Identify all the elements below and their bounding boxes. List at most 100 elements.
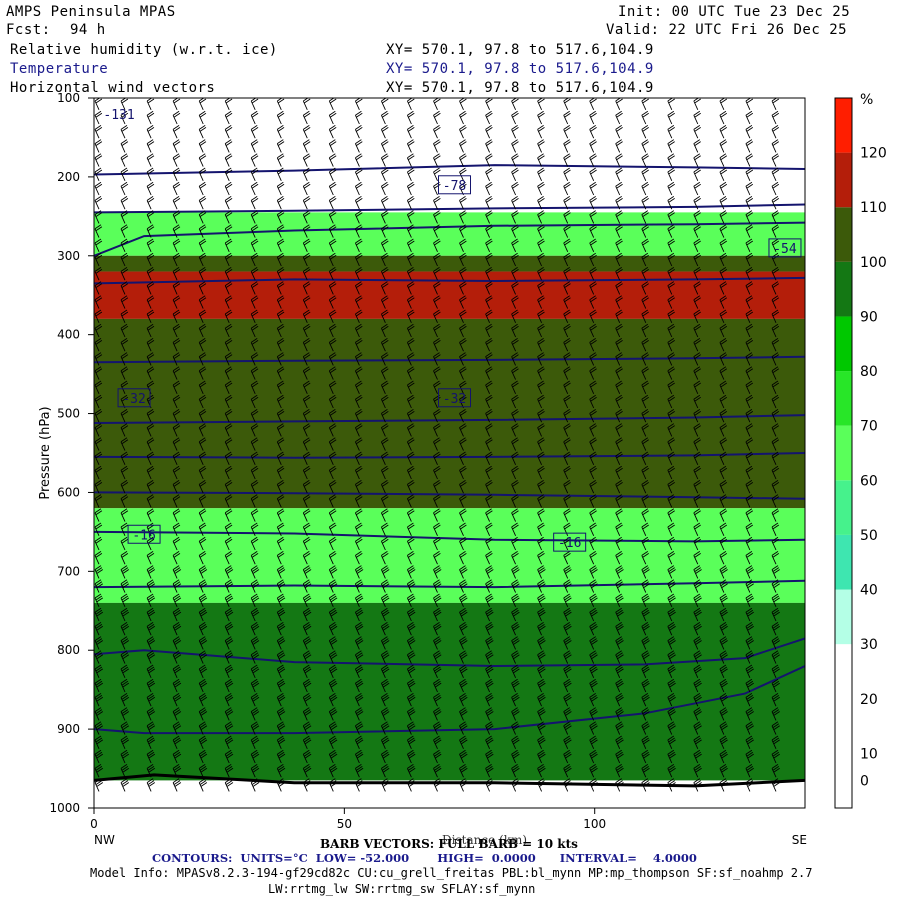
wind-barb-584 bbox=[537, 394, 545, 409]
wind-barb-831 bbox=[641, 522, 649, 536]
wind-barb-98 bbox=[537, 139, 545, 153]
wind-barb-1251 bbox=[328, 749, 338, 764]
wind-barb-1133 bbox=[771, 678, 780, 693]
wind-barb-1118 bbox=[380, 678, 390, 693]
wind-barb-226 bbox=[354, 210, 363, 224]
wind-barb-935 bbox=[537, 579, 546, 593]
plot-frame bbox=[93, 97, 806, 809]
wind-barb-585 bbox=[563, 394, 571, 409]
rh-band-6 bbox=[94, 602, 805, 781]
wind-barb-25 bbox=[745, 98, 754, 110]
wind-barb-1198 bbox=[354, 721, 364, 735]
wind-barb-1126 bbox=[589, 678, 598, 693]
wind-barb-147 bbox=[406, 167, 415, 181]
wind-barb-1079 bbox=[771, 650, 780, 664]
wind-barb-554 bbox=[459, 380, 467, 394]
wind-barb-814 bbox=[198, 522, 207, 536]
wind-barb-131 bbox=[693, 153, 701, 167]
x-tick-label-2: 100 bbox=[583, 817, 606, 831]
wind-barb-983 bbox=[380, 607, 390, 622]
wind-barb-992 bbox=[615, 607, 624, 622]
wind-barb-853 bbox=[511, 536, 519, 551]
wind-barb-1143 bbox=[328, 693, 338, 707]
wind-barb-807 bbox=[719, 508, 728, 522]
wind-barb-138 bbox=[172, 167, 181, 181]
wind-barb-290 bbox=[615, 238, 623, 252]
wind-barb-1307 bbox=[380, 778, 390, 792]
wind-barb-708 bbox=[250, 465, 259, 480]
wind-barb-107 bbox=[771, 139, 780, 153]
wind-barb-732 bbox=[172, 480, 181, 494]
wind-barb-223 bbox=[276, 210, 285, 224]
field-wind: Horizontal wind vectors bbox=[10, 80, 216, 96]
wind-barb-230 bbox=[459, 210, 467, 224]
wind-barb-579 bbox=[406, 394, 415, 409]
wind-barb-325 bbox=[120, 267, 129, 281]
wind-barb-976 bbox=[198, 607, 208, 622]
wind-barb-587 bbox=[615, 394, 623, 409]
wind-barb-1184 bbox=[693, 707, 702, 721]
wind-barb-60 bbox=[250, 125, 259, 139]
wind-barb-94 bbox=[433, 139, 441, 153]
wind-barb-774 bbox=[563, 494, 571, 508]
wind-barb-412 bbox=[276, 309, 285, 323]
wind-barb-151 bbox=[511, 167, 519, 181]
wind-barb-706 bbox=[198, 465, 207, 480]
wind-barb-407 bbox=[146, 309, 155, 323]
wind-barb-574 bbox=[276, 394, 285, 409]
wind-barb-811 bbox=[120, 522, 129, 536]
wind-barb-444 bbox=[406, 323, 415, 338]
wind-barb-527 bbox=[459, 366, 467, 380]
wind-barb-110 bbox=[146, 153, 155, 167]
wind-barb-632 bbox=[380, 423, 389, 437]
wind-barb-1145 bbox=[380, 693, 390, 707]
wind-barb-958 bbox=[433, 593, 442, 607]
wind-barb-1208 bbox=[615, 721, 624, 735]
wind-barb-392 bbox=[459, 295, 467, 309]
wind-barb-551 bbox=[380, 380, 389, 394]
wind-barb-660 bbox=[406, 437, 415, 451]
wind-barb-267 bbox=[719, 224, 728, 238]
wind-barb-787 bbox=[198, 508, 207, 522]
wind-barb-1254 bbox=[406, 749, 416, 764]
wind-barb-1273 bbox=[198, 764, 208, 778]
wind-barb-253 bbox=[354, 224, 363, 238]
wind-barb-1221 bbox=[250, 735, 260, 749]
wind-barb-411 bbox=[250, 309, 259, 323]
wind-barb-285 bbox=[485, 238, 493, 252]
wind-barb-891 bbox=[94, 565, 104, 579]
wind-barb-773 bbox=[537, 494, 545, 508]
wind-barb-977 bbox=[224, 607, 234, 622]
wind-barb-1056 bbox=[172, 650, 182, 664]
wind-barb-819 bbox=[328, 522, 337, 536]
wind-barb-925 bbox=[276, 579, 286, 593]
wind-barb-442 bbox=[354, 323, 363, 338]
wind-barb-692 bbox=[537, 451, 545, 465]
wind-barb-425 bbox=[615, 309, 623, 323]
wind-barb-179 bbox=[537, 181, 545, 196]
wind-barb-424 bbox=[589, 309, 597, 323]
colorbar-swatch-12 bbox=[835, 98, 852, 153]
wind-barb-658 bbox=[354, 437, 363, 451]
contour-label-box-1 bbox=[768, 238, 802, 258]
wind-barb-1240 bbox=[745, 735, 754, 749]
wind-barb-756 bbox=[94, 494, 103, 508]
wind-barb-103 bbox=[667, 139, 675, 153]
wind-barb-508 bbox=[667, 352, 675, 366]
wind-barb-478 bbox=[589, 338, 597, 352]
wind-barb-1186 bbox=[745, 707, 754, 721]
wind-barb-1150 bbox=[511, 693, 520, 707]
wind-barb-538 bbox=[745, 366, 754, 380]
wind-barb-283 bbox=[433, 238, 441, 252]
wind-barb-1213 bbox=[745, 721, 754, 735]
wind-barb-348 bbox=[719, 267, 728, 281]
wind-barb-805 bbox=[667, 508, 675, 522]
colorbar-swatch-10 bbox=[835, 207, 852, 262]
wind-barb-1112 bbox=[224, 678, 234, 693]
wind-barb-941 bbox=[693, 579, 702, 593]
wind-barb-434 bbox=[146, 323, 155, 338]
wind-barb-1040 bbox=[459, 636, 468, 650]
wind-barb-1315 bbox=[589, 778, 598, 792]
wind-barb-534 bbox=[641, 366, 649, 380]
wind-barb-1215 bbox=[94, 735, 104, 749]
